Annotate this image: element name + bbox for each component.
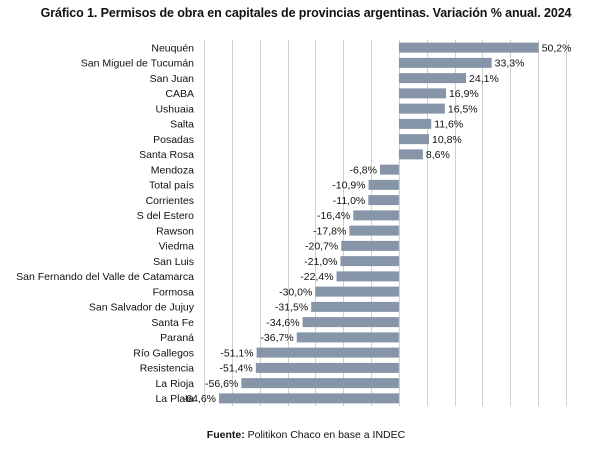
bar: [241, 378, 399, 389]
bar: [398, 57, 492, 68]
data-label: -20,7%: [305, 241, 338, 253]
data-label: -51,1%: [220, 347, 253, 359]
chart-title: Gráfico 1. Permisos de obra en capitales…: [40, 6, 572, 20]
data-label: -36,7%: [260, 332, 293, 344]
category-label: Viedma: [159, 241, 195, 253]
category-label: Neuquén: [151, 42, 194, 54]
data-label: -64,6%: [183, 393, 216, 405]
data-label: -17,8%: [313, 225, 346, 237]
category-label: San Luis: [153, 256, 194, 268]
bar: [398, 103, 445, 114]
category-label: Posadas: [153, 134, 194, 146]
category-label: Resistencia: [140, 363, 194, 375]
bar: [398, 73, 467, 84]
data-label: -56,6%: [205, 378, 238, 390]
bar: [368, 195, 399, 206]
data-label: 50,2%: [542, 42, 572, 54]
bar: [398, 118, 432, 129]
category-label: Santa Fe: [151, 317, 194, 329]
category-label: S del Estero: [137, 210, 194, 222]
bar: [255, 362, 399, 373]
data-label: -51,4%: [220, 363, 253, 375]
bar: [302, 317, 399, 328]
bar: [398, 42, 539, 53]
category-label: Paraná: [160, 332, 194, 344]
bar: [340, 256, 399, 267]
data-label: 10,8%: [432, 134, 462, 146]
category-label: Corrientes: [146, 195, 194, 207]
data-label: -21,0%: [304, 256, 337, 268]
bar: [398, 134, 429, 145]
source-note: Fuente: Politikon Chaco en base a INDEC: [0, 429, 612, 441]
source-text: Politikon Chaco en base a INDEC: [244, 429, 406, 441]
category-label: La Plata: [155, 393, 194, 405]
data-label: 11,6%: [434, 119, 463, 131]
data-label: -11,0%: [333, 195, 366, 207]
data-label: -31,5%: [275, 302, 308, 314]
category-label: Ushuaia: [155, 103, 194, 115]
bar: [379, 164, 399, 175]
data-label: 16,5%: [448, 103, 478, 115]
bar: [311, 301, 399, 312]
category-label: Santa Rosa: [139, 149, 194, 161]
bar: [296, 332, 399, 343]
bar: [398, 149, 423, 160]
bar: [353, 210, 399, 221]
bar: [336, 271, 399, 282]
category-label: CABA: [165, 88, 194, 100]
bar: [398, 88, 446, 99]
bars: [219, 42, 539, 404]
data-label: -34,6%: [266, 317, 299, 329]
category-label: Formosa: [153, 286, 195, 298]
bar: [349, 225, 399, 236]
bar: [341, 240, 399, 251]
source-label: Fuente:: [206, 429, 245, 441]
category-label: Río Gallegos: [133, 347, 194, 359]
category-label: San Fernando del Valle de Catamarca: [16, 271, 194, 283]
category-label: San Salvador de Jujuy: [89, 302, 195, 314]
data-label: -6,8%: [350, 164, 377, 176]
category-label: Total país: [149, 180, 194, 192]
grid-lines: [204, 40, 567, 406]
data-label: -10,9%: [332, 180, 365, 192]
category-label: Mendoza: [151, 164, 194, 176]
data-label: 16,9%: [449, 88, 479, 100]
data-label: -16,4%: [317, 210, 350, 222]
value-labels: 50,2% 33,3% 24,1% 16,9% 16,5% 11,6% 10,8% 8,6% -…: [183, 42, 572, 405]
category-label: Salta: [170, 119, 194, 131]
bar: [315, 286, 399, 297]
category-label: Rawson: [156, 225, 194, 237]
category-label: La Rioja: [155, 378, 194, 390]
data-label: -22,4%: [300, 271, 333, 283]
category-label: San Miguel de Tucumán: [81, 58, 194, 70]
bar: [219, 393, 399, 404]
data-label: -30,0%: [279, 286, 312, 298]
category-labels: Neuquén San Miguel de Tucumán San Juan CABA…: [16, 42, 195, 405]
data-label: 24,1%: [469, 73, 499, 85]
category-label: San Juan: [150, 73, 195, 85]
data-label: 33,3%: [495, 58, 525, 70]
data-label: 8,6%: [426, 149, 450, 161]
bar: [256, 347, 399, 358]
bar: [368, 179, 399, 190]
